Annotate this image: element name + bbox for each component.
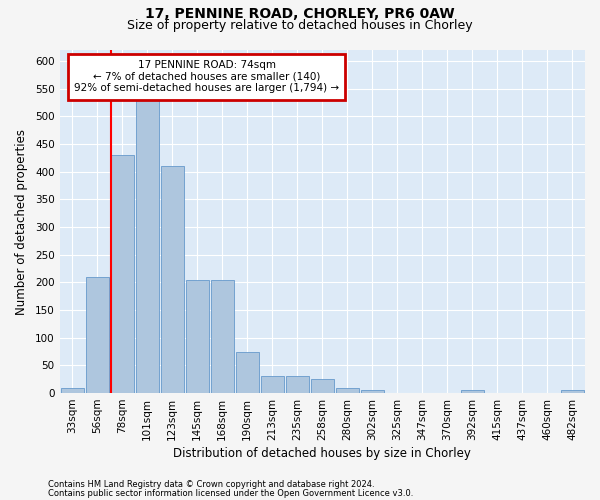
X-axis label: Distribution of detached houses by size in Chorley: Distribution of detached houses by size … (173, 447, 471, 460)
Bar (86, 277, 109, 393)
Text: 17, PENNINE ROAD, CHORLEY, PR6 0AW: 17, PENNINE ROAD, CHORLEY, PR6 0AW (145, 8, 455, 22)
Bar (461, 390, 484, 393)
Bar (336, 388, 359, 393)
Bar (561, 390, 584, 393)
Bar (185, 280, 209, 393)
Bar (161, 166, 184, 393)
Bar (110, 155, 134, 393)
Text: Contains HM Land Registry data © Crown copyright and database right 2024.: Contains HM Land Registry data © Crown c… (48, 480, 374, 489)
Bar (236, 352, 259, 393)
Bar (211, 280, 234, 393)
Y-axis label: Number of detached properties: Number of detached properties (15, 128, 28, 314)
Text: Size of property relative to detached houses in Chorley: Size of property relative to detached ho… (127, 19, 473, 32)
Bar (311, 379, 334, 393)
Bar (286, 376, 309, 393)
Bar (261, 376, 284, 393)
Bar (136, 94, 158, 393)
Bar (61, 388, 83, 393)
Text: Contains public sector information licensed under the Open Government Licence v3: Contains public sector information licen… (48, 488, 413, 498)
Text: 17 PENNINE ROAD: 74sqm
← 7% of detached houses are smaller (140)
92% of semi-det: 17 PENNINE ROAD: 74sqm ← 7% of detached … (74, 60, 339, 94)
Bar (361, 390, 384, 393)
